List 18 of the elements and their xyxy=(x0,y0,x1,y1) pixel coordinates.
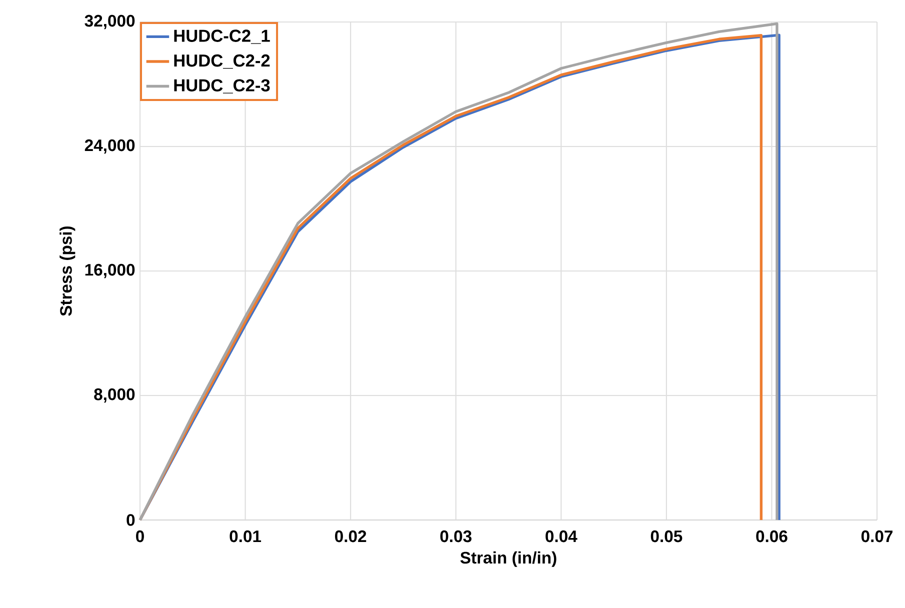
x-tick-label: 0.03 xyxy=(440,530,472,542)
x-tick-label: 0.05 xyxy=(650,530,682,542)
x-tick-label: 0.07 xyxy=(861,530,892,542)
x-axis-title: Strain (in/in) xyxy=(460,551,556,567)
x-tick-label: 0.06 xyxy=(756,530,788,542)
x-tick-label: 0.04 xyxy=(546,530,578,542)
y-tick-label: 0 xyxy=(126,514,135,526)
y-tick-label: 16,000 xyxy=(85,264,135,278)
x-tick-label: 0.02 xyxy=(335,530,366,542)
legend-label: HUDC-C2_1 xyxy=(174,30,270,44)
y-tick-label: 24,000 xyxy=(84,139,135,154)
x-tick-label: 0.01 xyxy=(230,530,262,542)
y-tick-label: 32,000 xyxy=(84,14,135,30)
y-axis-title: Stress (psi) xyxy=(60,226,76,316)
x-tick-label: 0 xyxy=(136,530,144,542)
y-tick-label: 8,000 xyxy=(94,388,135,403)
legend-label: HUDC_C2-3 xyxy=(174,79,270,94)
legend-label: HUDC_C2-2 xyxy=(174,54,270,69)
